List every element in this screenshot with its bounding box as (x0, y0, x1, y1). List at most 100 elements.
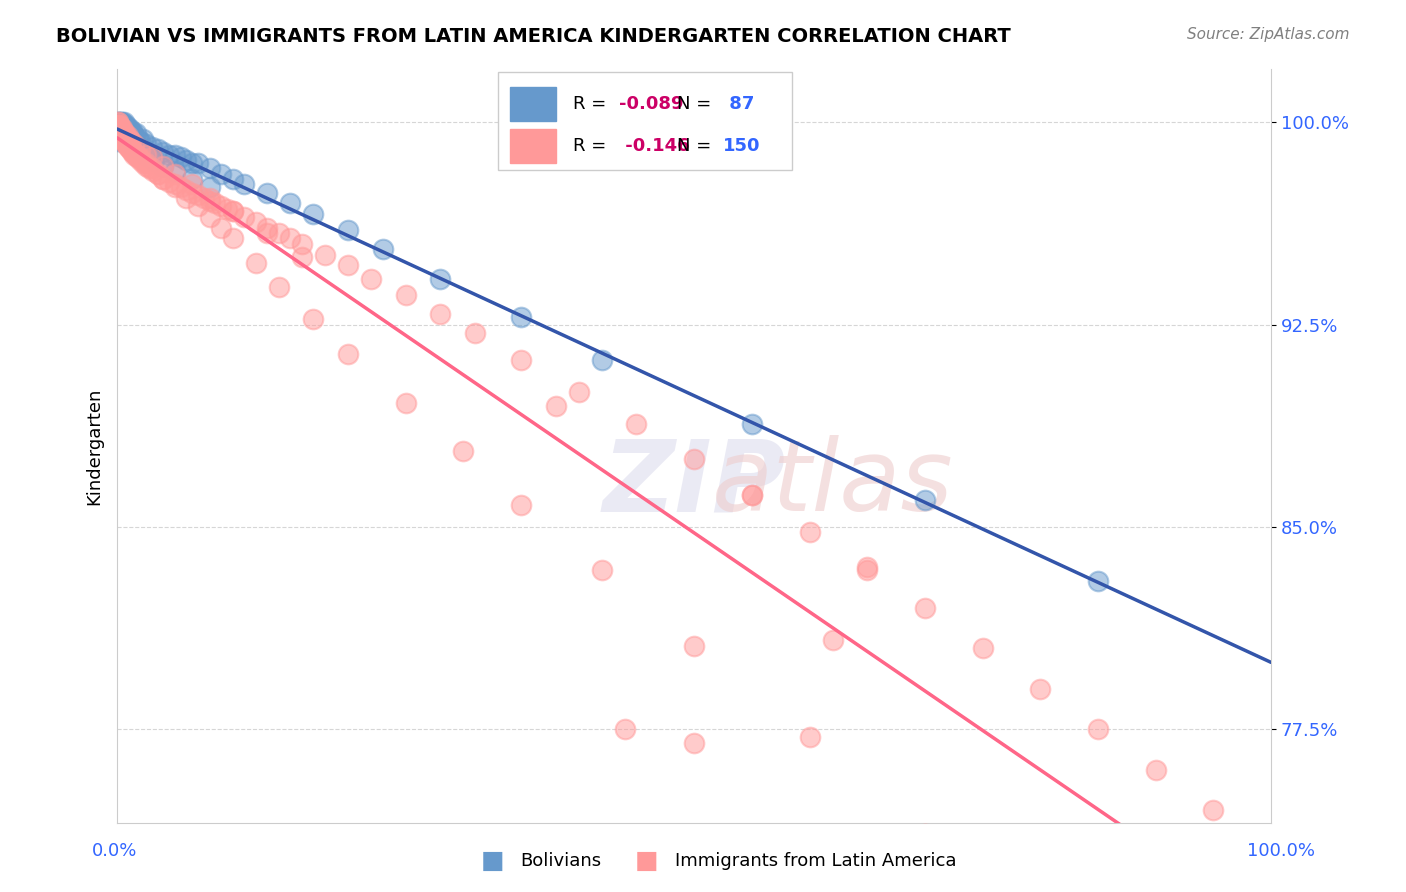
Point (360, 272, 382, 286)
Point (176, 191, 198, 205)
Point (291, 236, 314, 251)
Point (108, 118, 131, 132)
Point (429, 272, 451, 286)
Point (110, 120, 132, 135)
Y-axis label: Kindergarten: Kindergarten (86, 387, 103, 505)
Point (169, 151, 191, 165)
Point (112, 134, 135, 148)
Point (107, 123, 129, 137)
Point (111, 118, 134, 132)
Point (124, 136, 146, 151)
Point (453, 444, 475, 458)
Point (799, 525, 821, 540)
Point (429, 307, 451, 321)
Point (121, 145, 143, 160)
Point (972, 641, 994, 656)
Point (108, 120, 131, 135)
Point (121, 123, 143, 137)
Point (221, 204, 243, 219)
Point (209, 167, 232, 181)
Text: 150: 150 (723, 136, 761, 154)
FancyBboxPatch shape (509, 129, 555, 163)
Point (138, 161, 160, 176)
Point (107, 120, 129, 135)
Point (256, 226, 278, 240)
Point (163, 178, 186, 192)
Point (278, 231, 301, 245)
Point (107, 118, 129, 132)
Point (204, 196, 226, 211)
Point (187, 156, 209, 170)
Point (135, 136, 157, 151)
Point (741, 487, 763, 501)
Point (181, 186, 204, 200)
Point (111, 128, 134, 143)
Text: -0.146: -0.146 (619, 136, 690, 154)
Point (111, 131, 134, 145)
Point (110, 115, 132, 129)
Point (107, 123, 129, 137)
Point (111, 126, 134, 140)
Point (302, 207, 325, 221)
Point (118, 126, 141, 140)
Point (152, 145, 174, 160)
Point (198, 191, 221, 205)
Text: N =: N = (676, 95, 717, 113)
Point (118, 123, 141, 137)
Point (111, 120, 134, 135)
Point (336, 258, 359, 272)
Point (143, 153, 166, 168)
Point (135, 159, 157, 173)
Point (112, 131, 135, 145)
Point (799, 730, 821, 744)
Point (118, 134, 141, 148)
Point (108, 118, 131, 132)
Point (111, 120, 134, 135)
Point (215, 202, 238, 216)
Point (124, 126, 146, 140)
Point (111, 126, 134, 140)
Point (291, 250, 314, 264)
Point (107, 134, 129, 148)
Point (135, 156, 157, 170)
Text: R =: R = (574, 136, 612, 154)
Point (115, 136, 138, 151)
Point (117, 136, 139, 151)
Point (108, 118, 131, 132)
Point (245, 255, 267, 269)
Point (112, 120, 135, 135)
Point (120, 134, 142, 148)
Point (111, 115, 134, 129)
Point (118, 142, 141, 156)
Point (152, 172, 174, 186)
Point (510, 499, 533, 513)
Point (125, 148, 148, 162)
Point (163, 180, 186, 194)
Point (591, 352, 613, 367)
Point (114, 131, 136, 145)
Point (108, 115, 131, 129)
Point (163, 164, 186, 178)
Point (395, 396, 418, 410)
Point (117, 136, 139, 151)
Point (544, 399, 567, 413)
Point (122, 145, 145, 160)
Point (111, 128, 134, 143)
Point (110, 128, 132, 143)
Point (111, 126, 134, 140)
Point (181, 156, 204, 170)
Point (115, 123, 138, 137)
Point (110, 126, 132, 140)
Point (120, 126, 142, 140)
Point (683, 639, 706, 653)
Point (193, 191, 215, 205)
Point (198, 180, 221, 194)
Text: ZIP: ZIP (603, 435, 786, 533)
Point (112, 115, 135, 129)
Point (914, 492, 936, 507)
Text: BOLIVIAN VS IMMIGRANTS FROM LATIN AMERICA KINDERGARTEN CORRELATION CHART: BOLIVIAN VS IMMIGRANTS FROM LATIN AMERIC… (56, 27, 1011, 45)
Point (108, 126, 131, 140)
Point (221, 231, 243, 245)
Point (510, 310, 533, 324)
Point (107, 115, 129, 129)
